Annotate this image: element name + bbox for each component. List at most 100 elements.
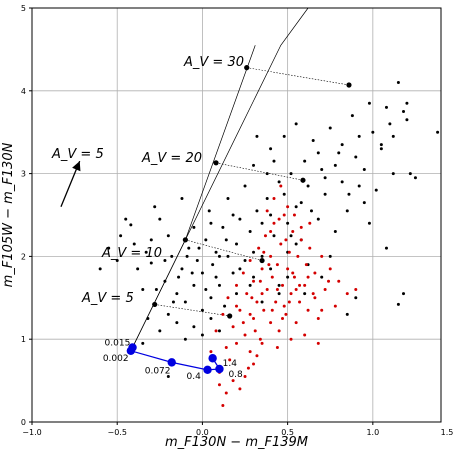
scatter-point [303, 333, 307, 337]
scatter-point [141, 288, 145, 292]
scatter-point [257, 246, 261, 250]
scatter-point [211, 263, 215, 267]
scatter-point [207, 209, 211, 213]
scatter-point [246, 366, 250, 370]
scatter-point [253, 329, 257, 333]
scatter-point [221, 225, 225, 229]
scatter-point [357, 184, 361, 188]
scatter-point [291, 230, 295, 234]
scatter-point [235, 283, 238, 287]
scatter-point [238, 267, 242, 271]
reddening-vector-head [72, 161, 81, 172]
scatter-point [200, 333, 204, 337]
av-point-left [182, 237, 188, 243]
scatter-point [316, 341, 320, 345]
scatter-point [402, 292, 406, 296]
scatter-point [235, 341, 238, 345]
scatter-point [304, 263, 308, 267]
scatter-point [149, 238, 153, 242]
scatter-point [238, 217, 242, 221]
scatter-point [275, 263, 279, 267]
scatter-point [270, 275, 274, 279]
scatter-point [260, 267, 264, 271]
scatter-point [294, 205, 298, 209]
scatter-point [255, 300, 259, 304]
scatter-point [243, 333, 247, 337]
scatter-point [379, 143, 383, 147]
scatter-point [204, 238, 208, 242]
av-label: A_V = 30 [183, 55, 244, 70]
scatter-point [248, 230, 252, 234]
scatter-point [265, 288, 269, 292]
scatter-point [166, 312, 170, 316]
x-axis-label: m_F130N − m_F139M [165, 435, 308, 450]
model-point [203, 365, 212, 375]
scatter-point [252, 317, 256, 320]
scatter-point [292, 213, 296, 217]
scatter-point [277, 283, 281, 287]
scatter-point [294, 242, 298, 246]
scatter-point [396, 302, 400, 306]
scatter-point [333, 163, 337, 167]
scatter-point [146, 317, 150, 320]
scatter-point [263, 234, 267, 238]
scatter-point [224, 238, 228, 242]
scatter-point [235, 292, 238, 296]
scatter-point [316, 217, 320, 221]
scatter-point [275, 345, 279, 349]
scatter-point [299, 201, 303, 205]
scatter-point [282, 213, 286, 217]
scatter-point [241, 321, 245, 325]
scatter-point [260, 300, 264, 304]
scatter-point [345, 312, 349, 316]
scatter-point [328, 254, 332, 258]
scatter-point [214, 329, 218, 333]
scatter-point [313, 296, 317, 300]
scatter-point [303, 159, 307, 163]
scatter-point [303, 292, 307, 296]
scatter-point [217, 254, 221, 258]
av-connector [185, 239, 263, 261]
scatter-point [309, 209, 313, 213]
scatter-point [226, 296, 230, 300]
scatter-point [252, 250, 256, 254]
av-point-right [346, 82, 352, 88]
scatter-point [405, 101, 409, 105]
scatter-point [258, 279, 262, 283]
scatter-point [287, 300, 291, 304]
y-tick-label: 0 [21, 418, 26, 427]
scatter-point [209, 350, 213, 354]
x-tick-label: 1.0 [366, 428, 379, 437]
scatter-point [294, 321, 298, 325]
scatter-point [350, 114, 354, 118]
scatter-point [328, 267, 332, 271]
scatter-point [260, 341, 264, 345]
scatter-point [371, 130, 375, 134]
scatter-point [367, 101, 371, 105]
scatter-point [231, 213, 235, 217]
scatter-point [260, 221, 264, 225]
scatter-point [357, 134, 361, 138]
scatter-point [214, 275, 218, 279]
scatter-point [250, 296, 254, 300]
scatter-point [171, 300, 175, 304]
scatter-point [231, 325, 235, 329]
scatter-point [277, 217, 281, 221]
scatter-point [235, 242, 238, 246]
scatter-point [333, 304, 337, 308]
scatter-point [153, 205, 157, 209]
scatter-point [248, 312, 252, 316]
scatter-point [354, 155, 358, 159]
scatter-point [289, 172, 293, 176]
scatter-point [308, 221, 312, 225]
scatter-point [252, 362, 256, 366]
scatter-point [154, 288, 158, 292]
scatter-point [281, 317, 285, 320]
scatter-point [298, 300, 302, 304]
scatter-point [384, 246, 388, 250]
scatter-point [354, 288, 358, 292]
scatter-point [269, 254, 273, 258]
scatter-point [163, 259, 167, 263]
scatter-point [223, 304, 227, 308]
